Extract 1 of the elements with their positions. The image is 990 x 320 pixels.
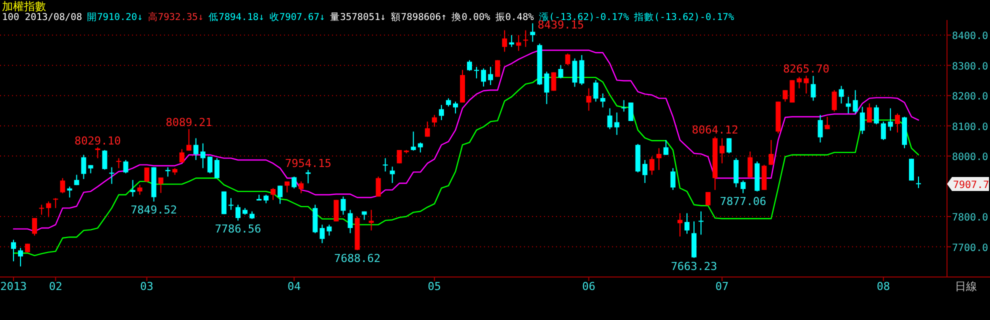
- title: 加權指數: [2, 0, 46, 13]
